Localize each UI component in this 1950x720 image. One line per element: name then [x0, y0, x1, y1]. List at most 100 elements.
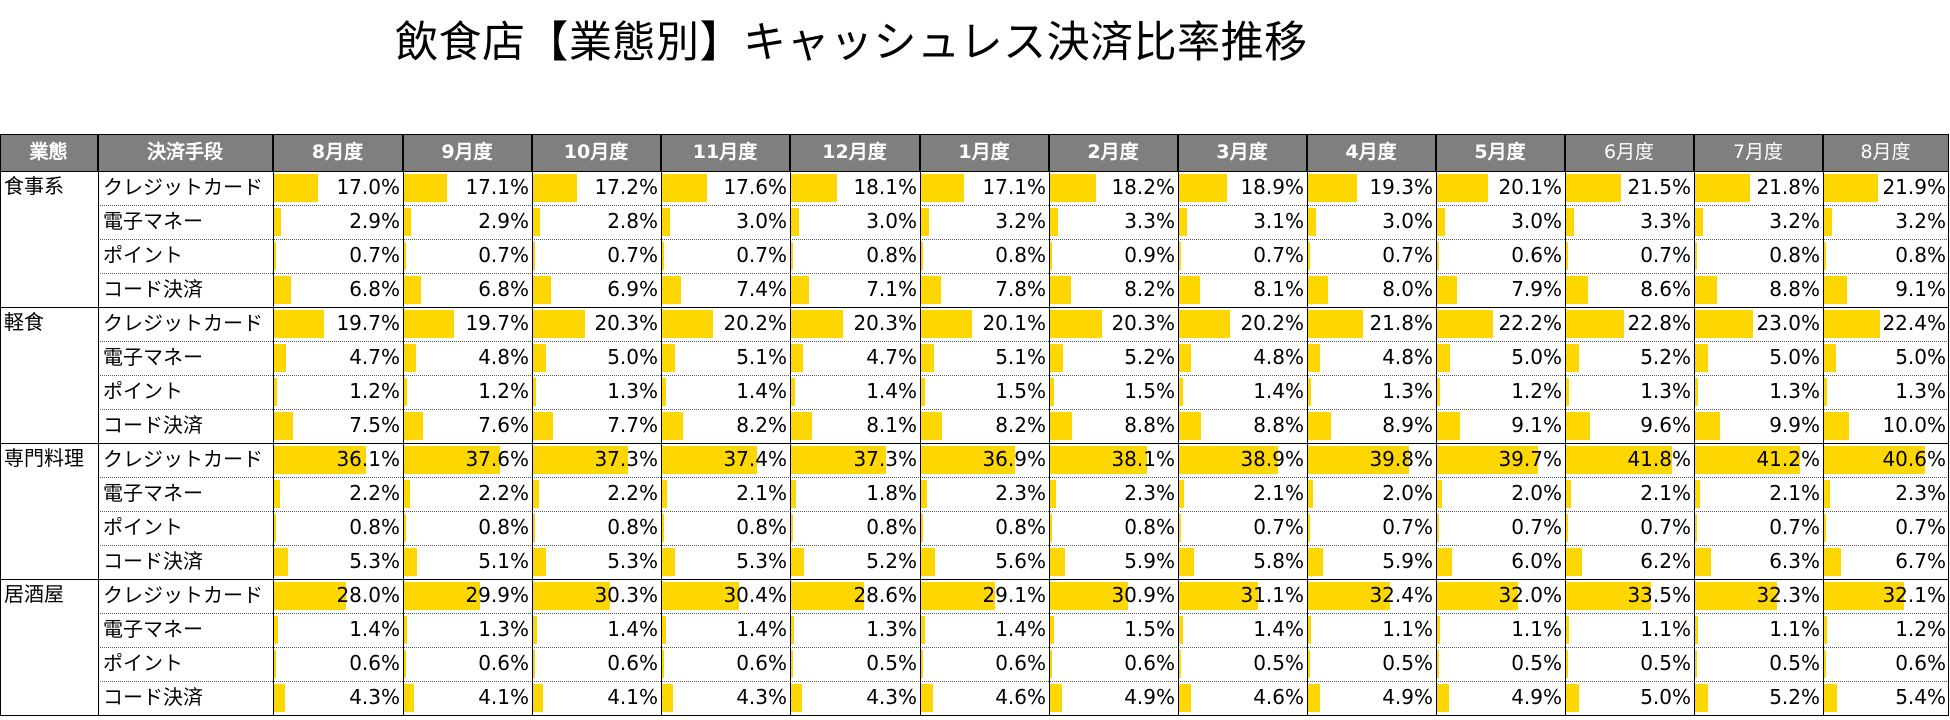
value-label: 30.9%: [1111, 579, 1175, 613]
value-label: 6.2%: [1640, 545, 1691, 579]
data-bar: [274, 684, 285, 712]
value-cell: 3.0%: [1307, 205, 1436, 239]
value-label: 33.5%: [1627, 579, 1691, 613]
value-label: 1.5%: [995, 375, 1046, 409]
value-label: 0.7%: [1640, 239, 1691, 273]
data-bar: [1695, 616, 1698, 644]
value-cell: 7.9%: [1436, 273, 1565, 307]
data-bar: [1437, 548, 1452, 576]
value-cell: 6.2%: [1565, 545, 1694, 579]
header-category: 業態: [0, 134, 98, 171]
value-cell: 7.5%: [273, 409, 403, 443]
value-label: 0.8%: [866, 239, 917, 273]
category-label: 専門料理: [0, 443, 98, 579]
value-cell: 0.7%: [1178, 239, 1307, 273]
column-divider: [661, 134, 662, 715]
value-label: 17.6%: [723, 171, 787, 205]
value-cell: 36.9%: [920, 443, 1049, 477]
method-label: クレジットカード: [98, 171, 273, 205]
value-label: 7.1%: [866, 273, 917, 307]
data-bar: [921, 650, 923, 678]
value-label: 29.9%: [465, 579, 529, 613]
method-label: クレジットカード: [98, 579, 273, 613]
data-bar: [1179, 412, 1201, 440]
data-bar: [1308, 378, 1311, 406]
value-label: 5.4%: [1895, 681, 1946, 715]
value-cell: 37.4%: [661, 443, 790, 477]
data-bar: [404, 242, 406, 270]
column-divider: [532, 134, 533, 715]
method-label: クレジットカード: [98, 307, 273, 341]
value-cell: 0.9%: [1049, 239, 1178, 273]
data-bar: [1308, 412, 1331, 440]
data-bar: [533, 616, 537, 644]
value-cell: 4.3%: [790, 681, 920, 715]
value-label: 4.1%: [478, 681, 529, 715]
value-label: 5.6%: [995, 545, 1046, 579]
value-label: 4.7%: [349, 341, 400, 375]
value-cell: 21.9%: [1823, 171, 1949, 205]
data-bar: [533, 684, 543, 712]
data-bar: [404, 344, 416, 372]
value-label: 32.1%: [1882, 579, 1946, 613]
value-cell: 2.3%: [1049, 477, 1178, 511]
data-bar: [921, 208, 929, 236]
value-label: 0.6%: [478, 647, 529, 681]
data-bar: [1050, 514, 1052, 542]
data-bar: [921, 378, 925, 406]
value-cell: 0.7%: [1436, 511, 1565, 545]
value-label: 5.2%: [866, 545, 917, 579]
value-cell: 5.9%: [1307, 545, 1436, 579]
value-cell: 0.6%: [920, 647, 1049, 681]
value-label: 20.1%: [1498, 171, 1562, 205]
data-bar: [921, 548, 935, 576]
value-label: 1.3%: [1769, 375, 1820, 409]
data-bar: [921, 242, 923, 270]
header-month: 3月度: [1178, 134, 1307, 171]
value-cell: 0.8%: [790, 239, 920, 273]
data-bar: [662, 276, 681, 304]
value-label: 1.1%: [1511, 613, 1562, 647]
data-bar: [662, 650, 664, 678]
value-label: 22.4%: [1882, 307, 1946, 341]
value-label: 19.3%: [1369, 171, 1433, 205]
header-month: 1月度: [920, 134, 1049, 171]
value-cell: 5.0%: [1694, 341, 1823, 375]
value-cell: 2.8%: [532, 205, 661, 239]
value-label: 0.5%: [866, 647, 917, 681]
data-bar: [1437, 684, 1449, 712]
column-divider: [1823, 134, 1824, 715]
value-cell: 19.7%: [403, 307, 532, 341]
value-label: 1.2%: [478, 375, 529, 409]
data-bar: [1308, 276, 1328, 304]
value-label: 2.9%: [478, 205, 529, 239]
data-bar: [1179, 548, 1194, 576]
data-bar: [1695, 480, 1700, 508]
value-label: 8.9%: [1382, 409, 1433, 443]
value-label: 4.9%: [1511, 681, 1562, 715]
value-label: 5.1%: [478, 545, 529, 579]
data-bar: [1308, 684, 1320, 712]
value-label: 1.1%: [1640, 613, 1691, 647]
value-cell: 3.1%: [1178, 205, 1307, 239]
value-cell: 37.3%: [532, 443, 661, 477]
value-label: 3.2%: [1769, 205, 1820, 239]
value-cell: 28.0%: [273, 579, 403, 613]
value-label: 31.1%: [1240, 579, 1304, 613]
data-bar: [662, 378, 666, 406]
value-label: 18.1%: [853, 171, 917, 205]
data-bar: [662, 174, 707, 202]
data-bar: [1566, 650, 1568, 678]
value-cell: 5.3%: [661, 545, 790, 579]
data-bar: [791, 480, 796, 508]
data-bar: [921, 480, 927, 508]
value-cell: 0.8%: [273, 511, 403, 545]
value-cell: 1.1%: [1565, 613, 1694, 647]
value-cell: 6.7%: [1823, 545, 1949, 579]
value-label: 5.3%: [349, 545, 400, 579]
value-cell: 6.8%: [403, 273, 532, 307]
value-label: 17.1%: [982, 171, 1046, 205]
value-label: 8.2%: [1124, 273, 1175, 307]
value-label: 0.8%: [1769, 239, 1820, 273]
data-bar: [662, 616, 666, 644]
